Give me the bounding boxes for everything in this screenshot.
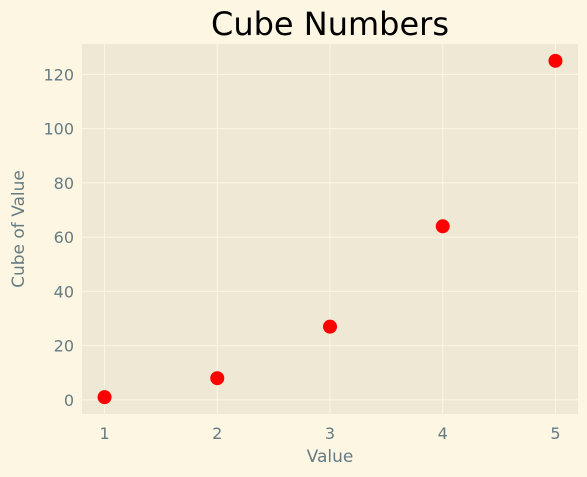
x-tick-label: 3: [325, 424, 335, 443]
data-points: [97, 53, 563, 405]
x-tick-label: 4: [438, 424, 448, 443]
chart-title: Cube Numbers: [211, 5, 449, 43]
y-tick-label: 20: [54, 337, 74, 356]
x-axis-label: Value: [307, 447, 354, 467]
data-point: [435, 219, 450, 234]
y-tick-label: 120: [43, 65, 74, 84]
y-axis-label: Cube of Value: [9, 170, 29, 288]
tick-labels: 1 2 3 4 5 0 20 40 60 80 100 120: [43, 65, 560, 443]
data-point: [210, 371, 225, 386]
y-tick-label: 100: [43, 120, 74, 139]
data-point: [323, 319, 337, 334]
x-tick-label: 2: [212, 424, 222, 443]
data-point: [548, 53, 563, 68]
y-tick-label: 60: [54, 228, 74, 247]
data-point: [97, 390, 112, 405]
y-tick-label: 0: [64, 391, 74, 410]
x-tick-label: 5: [550, 424, 560, 443]
y-tick-label: 40: [54, 282, 74, 301]
y-tick-label: 80: [54, 174, 74, 193]
grid-lines: [82, 44, 578, 414]
x-tick-label: 1: [99, 424, 109, 443]
